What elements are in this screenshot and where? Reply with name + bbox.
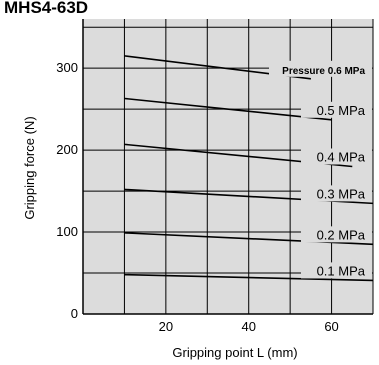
chart-heading: MHS4-63D [4,0,88,17]
axes [82,19,373,315]
series-label-0: Pressure 0.6 MPa [282,66,365,77]
series-line-5 [124,273,374,282]
x-tick-label-60: 60 [324,319,338,334]
series-label-bg-0 [269,60,372,77]
series-label-3: 0.3 MPa [317,186,366,201]
series-labels: Pressure 0.6 MPa 0.5 MPa 0.4 MPa 0.3 MPa 0.2… [269,60,372,279]
series-label-bg-2 [301,148,372,165]
series-lines [124,55,374,282]
y-tick-label-100: 100 [56,224,78,239]
y-tick-label-200: 200 [56,142,78,157]
y-axis-label: Gripping force (N) [22,116,37,219]
series-label-bg-3 [301,185,372,202]
y-tick-label-0: 0 [71,306,78,321]
series-label-5: 0.1 MPa [317,263,366,278]
series-label-2: 0.4 MPa [317,150,366,165]
series-label-4: 0.2 MPa [317,227,366,242]
series-label-bg-4 [301,226,372,243]
series-label-1: 0.5 MPa [317,103,366,118]
tick-labels: 20 40 60 0 100 200 300 [56,60,339,334]
x-axis-label: Gripping point L (mm) [172,345,297,360]
series-label-bg-1 [301,101,372,118]
series-line-4 [124,232,374,246]
x-tick-label-20: 20 [159,319,173,334]
x-tick-label-40: 40 [241,319,255,334]
series-line-1 [124,97,332,121]
y-tick-label-300: 300 [56,60,78,75]
series-label-bg-5 [301,262,372,279]
